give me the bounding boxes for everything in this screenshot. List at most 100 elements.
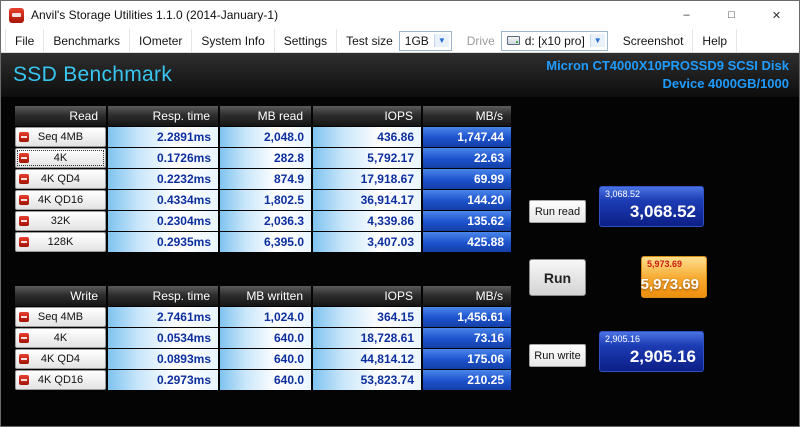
read-cell-mb: 2,048.0	[220, 127, 311, 147]
anvil-icon	[19, 312, 29, 322]
row-label-text: 4K QD4	[40, 353, 81, 365]
test-size-select[interactable]: 1GB ▼	[398, 30, 452, 51]
read-cell-mb: 1,802.5	[220, 190, 311, 210]
read-cell-mbs: 69.99	[423, 169, 511, 189]
anvil-icon	[19, 195, 29, 205]
maximize-icon[interactable]: □	[728, 9, 735, 21]
total-score-box: 5,973.69 5,973.69	[641, 256, 707, 298]
write-benchmark-table: Write Resp. time MB written IOPS MB/s Se…	[15, 286, 511, 390]
write-cell-iops: 44,814.12	[313, 349, 421, 369]
anvil-icon	[19, 375, 29, 385]
read-cell-mb: 874.9	[220, 169, 311, 189]
run-write-button[interactable]: Run write	[529, 344, 586, 367]
drive-label: Drive	[466, 33, 495, 48]
read-score-value: 3,068.52	[629, 202, 696, 221]
menu-system-info[interactable]: System Info	[192, 29, 275, 52]
minimize-icon[interactable]: –	[683, 9, 690, 21]
menu-file[interactable]: File	[5, 29, 45, 52]
menu-iometer[interactable]: IOmeter	[130, 29, 193, 52]
write-row-button-seq4mb[interactable]: Seq 4MB	[15, 307, 106, 327]
read-cell-mbs: 22.63	[423, 148, 511, 168]
read-score-small: 3,068.52	[605, 189, 641, 199]
write-header-mbs: MB/s	[423, 286, 511, 306]
device-info: Micron CT4000X10PROSSD9 SCSI Disk Device…	[546, 57, 789, 92]
row-label-text: 4K QD16	[37, 194, 84, 206]
anvil-icon	[19, 354, 29, 364]
read-cell-mb: 2,036.3	[220, 211, 311, 231]
anvil-icon	[19, 333, 29, 343]
anvil-icon	[19, 132, 29, 142]
close-icon[interactable]: ✕	[771, 9, 782, 22]
read-header-iops: IOPS	[313, 106, 421, 126]
read-cell-resp: 0.2935ms	[108, 232, 218, 252]
test-size-label: Test size	[346, 33, 393, 48]
write-cell-mbs: 1,456.61	[423, 307, 511, 327]
write-header-iops: IOPS	[313, 286, 421, 306]
device-capacity: Device 4000GB/1000	[662, 76, 789, 91]
titlebar: Anvil's Storage Utilities 1.1.0 (2014-Ja…	[1, 1, 799, 29]
read-cell-mb: 282.8	[220, 148, 311, 168]
read-row-button-4kqd16[interactable]: 4K QD16	[15, 190, 106, 210]
read-cell-iops: 5,792.17	[313, 148, 421, 168]
write-cell-mb: 640.0	[220, 328, 311, 348]
drive-select[interactable]: d: [x10 pro] ▼	[500, 30, 608, 51]
window-controls: – □ ✕	[664, 1, 799, 29]
total-score-small: 5,973.69	[647, 259, 683, 269]
read-row-button-32k[interactable]: 32K	[15, 211, 106, 231]
write-score-box: 2,905.16 2,905.16	[599, 331, 704, 372]
row-label-text: 4K	[53, 332, 68, 344]
write-row-button-4kqd16[interactable]: 4K QD16	[15, 370, 106, 390]
read-row-button-128k[interactable]: 128K	[15, 232, 106, 252]
read-score-box: 3,068.52 3,068.52	[599, 186, 704, 227]
row-label-text: 128K	[47, 236, 74, 248]
run-button[interactable]: Run	[529, 259, 586, 296]
menu-settings[interactable]: Settings	[275, 29, 338, 52]
read-row-button-seq4mb[interactable]: Seq 4MB	[15, 127, 106, 147]
read-cell-iops: 17,918.67	[313, 169, 421, 189]
window-title: Anvil's Storage Utilities 1.1.0 (2014-Ja…	[31, 8, 279, 22]
read-row-button-4kqd4[interactable]: 4K QD4	[15, 169, 106, 189]
menu-screenshot[interactable]: Screenshot	[614, 29, 694, 52]
read-cell-resp: 0.2232ms	[108, 169, 218, 189]
read-row-button-4k[interactable]: 4K	[15, 148, 106, 168]
write-score-small: 2,905.16	[605, 334, 641, 344]
row-label-text: 4K QD16	[37, 374, 84, 386]
menu-help[interactable]: Help	[693, 29, 738, 52]
read-cell-mbs: 135.62	[423, 211, 511, 231]
write-header-label: Write	[15, 286, 106, 306]
write-row-button-4kqd4[interactable]: 4K QD4	[15, 349, 106, 369]
write-cell-mbs: 175.06	[423, 349, 511, 369]
page-title: SSD Benchmark	[13, 63, 173, 86]
read-header-resp: Resp. time	[108, 106, 218, 126]
read-cell-iops: 436.86	[313, 127, 421, 147]
run-read-button[interactable]: Run read	[529, 200, 586, 223]
drive-value: d: [x10 pro]	[524, 33, 585, 48]
read-cell-mbs: 425.88	[423, 232, 511, 252]
write-cell-mbs: 73.16	[423, 328, 511, 348]
app-icon	[9, 7, 24, 23]
read-cell-resp: 2.2891ms	[108, 127, 218, 147]
read-cell-iops: 3,407.03	[313, 232, 421, 252]
total-score-value: 5,973.69	[640, 276, 699, 293]
anvil-icon	[19, 237, 29, 247]
read-cell-resp: 0.2304ms	[108, 211, 218, 231]
row-label-text: Seq 4MB	[37, 311, 84, 323]
row-label-text: 4K	[53, 152, 68, 164]
menu-benchmarks[interactable]: Benchmarks	[44, 29, 131, 52]
anvil-icon	[19, 153, 29, 163]
write-cell-mb: 640.0	[220, 370, 311, 390]
write-cell-mbs: 210.25	[423, 370, 511, 390]
write-row-button-4k[interactable]: 4K	[15, 328, 106, 348]
chevron-down-icon: ▼	[433, 34, 449, 47]
read-cell-mbs: 144.20	[423, 190, 511, 210]
write-header-resp: Resp. time	[108, 286, 218, 306]
menubar: File Benchmarks IOmeter System Info Sett…	[1, 29, 799, 53]
row-label-text: Seq 4MB	[37, 131, 84, 143]
read-header-label: Read	[15, 106, 106, 126]
main-area: Read Resp. time MB read IOPS MB/s Seq 4M…	[1, 97, 799, 426]
drive-icon	[506, 36, 520, 45]
device-name: Micron CT4000X10PROSSD9 SCSI Disk	[546, 58, 789, 74]
benchmark-header: SSD Benchmark Micron CT4000X10PROSSD9 SC…	[1, 53, 799, 97]
write-score-value: 2,905.16	[629, 347, 696, 366]
row-label-text: 32K	[50, 215, 71, 227]
